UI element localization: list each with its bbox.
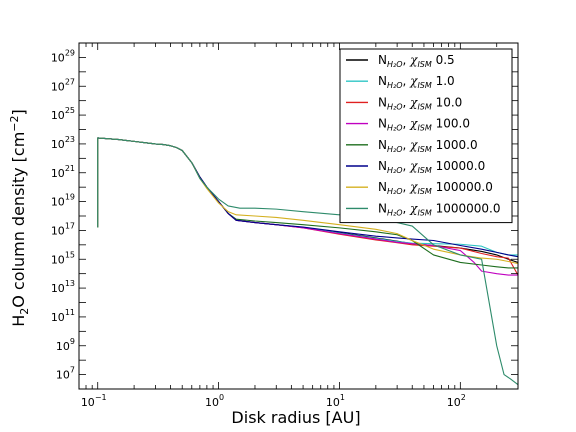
y-tick-label: 107: [56, 366, 75, 382]
y-axis-label: H2O column density [cm−2]: [8, 109, 31, 327]
legend-entry-2: NH₂O, χISM 10.0: [378, 95, 462, 111]
x-tick-label: 102: [447, 393, 466, 409]
legend-entry-3: NH₂O, χISM 100.0: [378, 117, 470, 133]
y-tick-label: 1019: [51, 193, 75, 209]
y-tick-label: 109: [56, 337, 75, 353]
y-tick-label: 1027: [51, 77, 75, 93]
y-tick-label: 1013: [51, 279, 75, 295]
y-tick-label: 1011: [51, 308, 75, 324]
legend-entry-6: NH₂O, χISM 100000.0: [378, 180, 493, 196]
y-tick-label: 1023: [51, 135, 75, 151]
legend-entry-0: NH₂O, χISM 0.5: [378, 53, 455, 69]
x-tick-label: 10−1: [81, 393, 107, 409]
series-lines: [97, 137, 518, 386]
legend-entry-7: NH₂O, χISM 1000000.0: [378, 201, 501, 217]
legend: NH₂O, χISM 0.5 NH₂O, χISM 1.0 NH₂O, χISM 1…: [339, 48, 513, 224]
y-tick-label: 1017: [51, 221, 75, 237]
y-tick-label: 1015: [51, 250, 75, 266]
y-tick-label: 1029: [51, 48, 75, 64]
x-axis-label: Disk radius [AU]: [231, 408, 360, 427]
x-tick-label: 101: [326, 393, 345, 409]
series-line-7: [97, 137, 518, 386]
x-tick-label: 100: [205, 393, 224, 409]
y-tick-label: 1025: [51, 106, 75, 122]
y-tick-label: 1021: [51, 164, 75, 180]
legend-entry-4: NH₂O, χISM 1000.0: [378, 138, 478, 154]
axis-ticks: 10−1 100 101 102 107 109 1011 1013 1015 1017 1019 1…: [51, 42, 519, 409]
legend-box: [339, 48, 513, 224]
legend-entry-5: NH₂O, χISM 10000.0: [378, 159, 485, 175]
legend-entry-1: NH₂O, χISM 1.0: [378, 74, 455, 90]
